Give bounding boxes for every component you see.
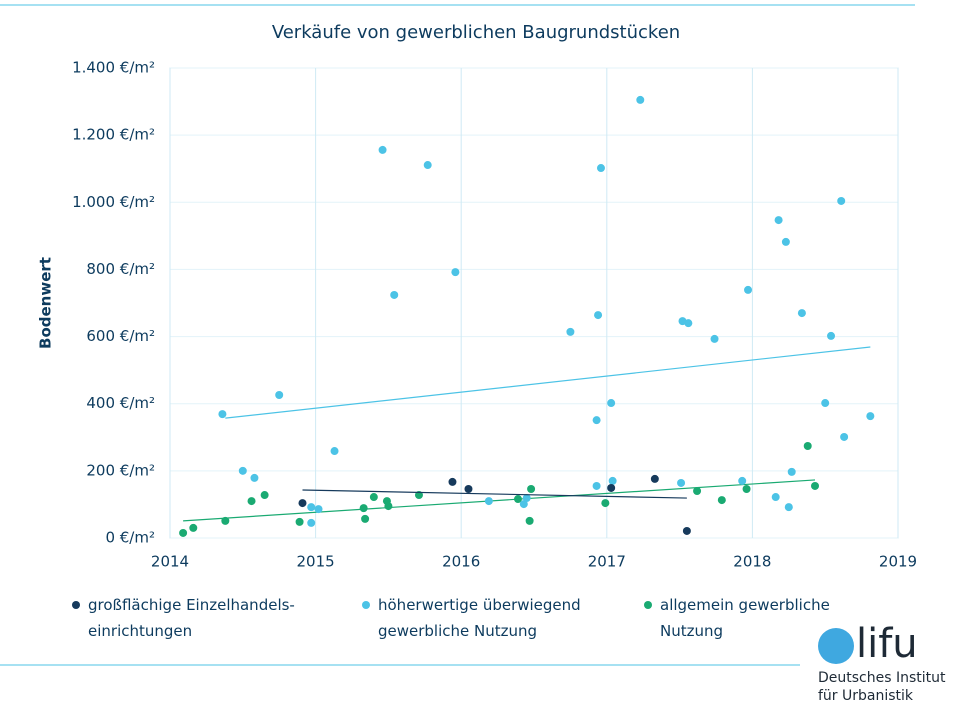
point <box>314 505 323 514</box>
point <box>738 476 747 485</box>
plot-frame <box>169 67 899 539</box>
point <box>636 95 645 104</box>
trend-line <box>183 479 816 522</box>
legend-entry: allgemein gewerbliche Nutzung <box>644 592 860 644</box>
point <box>592 416 601 425</box>
y-tick-label: 1.200 €/m² <box>72 126 155 144</box>
chart-title: Verkäufe von gewerblichen Baugrundstücke… <box>272 22 680 43</box>
y-tick-label: 600 €/m² <box>86 327 155 345</box>
y-tick-label: 800 €/m² <box>86 260 155 278</box>
logo-line: für Urbanistik <box>818 688 914 703</box>
point <box>837 196 846 205</box>
trend-line <box>302 489 687 499</box>
point <box>330 447 339 456</box>
x-tick-label: 2017 <box>588 553 626 571</box>
point <box>522 494 531 503</box>
point <box>684 319 693 328</box>
point <box>717 496 726 505</box>
point <box>247 497 256 506</box>
point <box>601 499 610 508</box>
y-axis-label: Bodenwert <box>37 257 55 349</box>
point <box>423 161 432 170</box>
legend-swatch <box>644 601 652 609</box>
point <box>650 474 659 483</box>
legend-entry: großflächige Einzelhandels-einrichtungen <box>72 592 333 644</box>
point <box>189 523 198 532</box>
point <box>519 500 528 509</box>
point <box>771 493 780 502</box>
x-tick-label: 2018 <box>733 553 771 571</box>
point <box>359 504 368 513</box>
point <box>361 514 370 523</box>
point <box>295 517 304 526</box>
point <box>464 484 473 493</box>
point <box>179 528 188 537</box>
point <box>787 467 796 476</box>
point <box>607 483 616 492</box>
logo-mark: lifu <box>856 621 918 667</box>
y-tick-label: 1.000 €/m² <box>72 193 155 211</box>
point <box>250 473 259 482</box>
point <box>592 481 601 490</box>
point <box>513 495 522 504</box>
point <box>525 516 534 525</box>
trend-line <box>225 346 871 419</box>
point <box>298 499 307 508</box>
point <box>238 466 247 475</box>
point <box>774 216 783 225</box>
point <box>821 399 830 408</box>
x-tick-label: 2019 <box>879 553 917 571</box>
y-tick-label: 1.400 €/m² <box>72 59 155 77</box>
point <box>803 442 812 451</box>
point <box>451 268 460 277</box>
point <box>369 493 378 502</box>
point <box>781 237 790 246</box>
legend-label: höherwertige überwiegend gewerbliche Nut… <box>378 596 581 640</box>
point <box>682 526 691 535</box>
point <box>784 503 793 512</box>
point <box>710 334 719 343</box>
point <box>390 290 399 299</box>
point <box>840 432 849 441</box>
point <box>693 487 702 495</box>
point <box>594 311 603 320</box>
x-tick-label: 2014 <box>151 553 189 571</box>
point <box>866 412 875 421</box>
point <box>607 399 616 408</box>
logo-circle <box>818 628 854 664</box>
point <box>218 410 227 419</box>
legend-label: allgemein gewerbliche Nutzung <box>660 596 830 640</box>
legend-label: großflächige Einzelhandels-einrichtungen <box>88 596 295 640</box>
point <box>827 331 836 340</box>
point <box>260 491 269 500</box>
legend-swatch <box>362 601 370 609</box>
point <box>275 390 284 399</box>
x-tick-label: 2016 <box>442 553 480 571</box>
legend-swatch <box>72 601 80 609</box>
point <box>677 478 686 487</box>
point <box>596 164 605 173</box>
point <box>221 516 230 525</box>
point <box>742 484 751 493</box>
y-tick-label: 200 €/m² <box>86 461 155 479</box>
point <box>378 145 387 154</box>
logo-line: Deutsches Institut <box>818 670 946 686</box>
point <box>811 481 820 490</box>
point <box>527 484 536 493</box>
legend-entry: höherwertige überwiegend gewerbliche Nut… <box>362 592 608 644</box>
y-tick-label: 400 €/m² <box>86 394 155 412</box>
x-tick-label: 2015 <box>297 553 335 571</box>
point <box>566 327 575 336</box>
point <box>384 502 393 511</box>
point <box>484 497 493 506</box>
point <box>744 285 753 294</box>
point <box>307 503 316 512</box>
point <box>307 518 316 527</box>
point <box>797 309 806 318</box>
y-tick-label: 0 €/m² <box>105 529 155 547</box>
point <box>448 477 457 486</box>
point <box>608 476 617 485</box>
